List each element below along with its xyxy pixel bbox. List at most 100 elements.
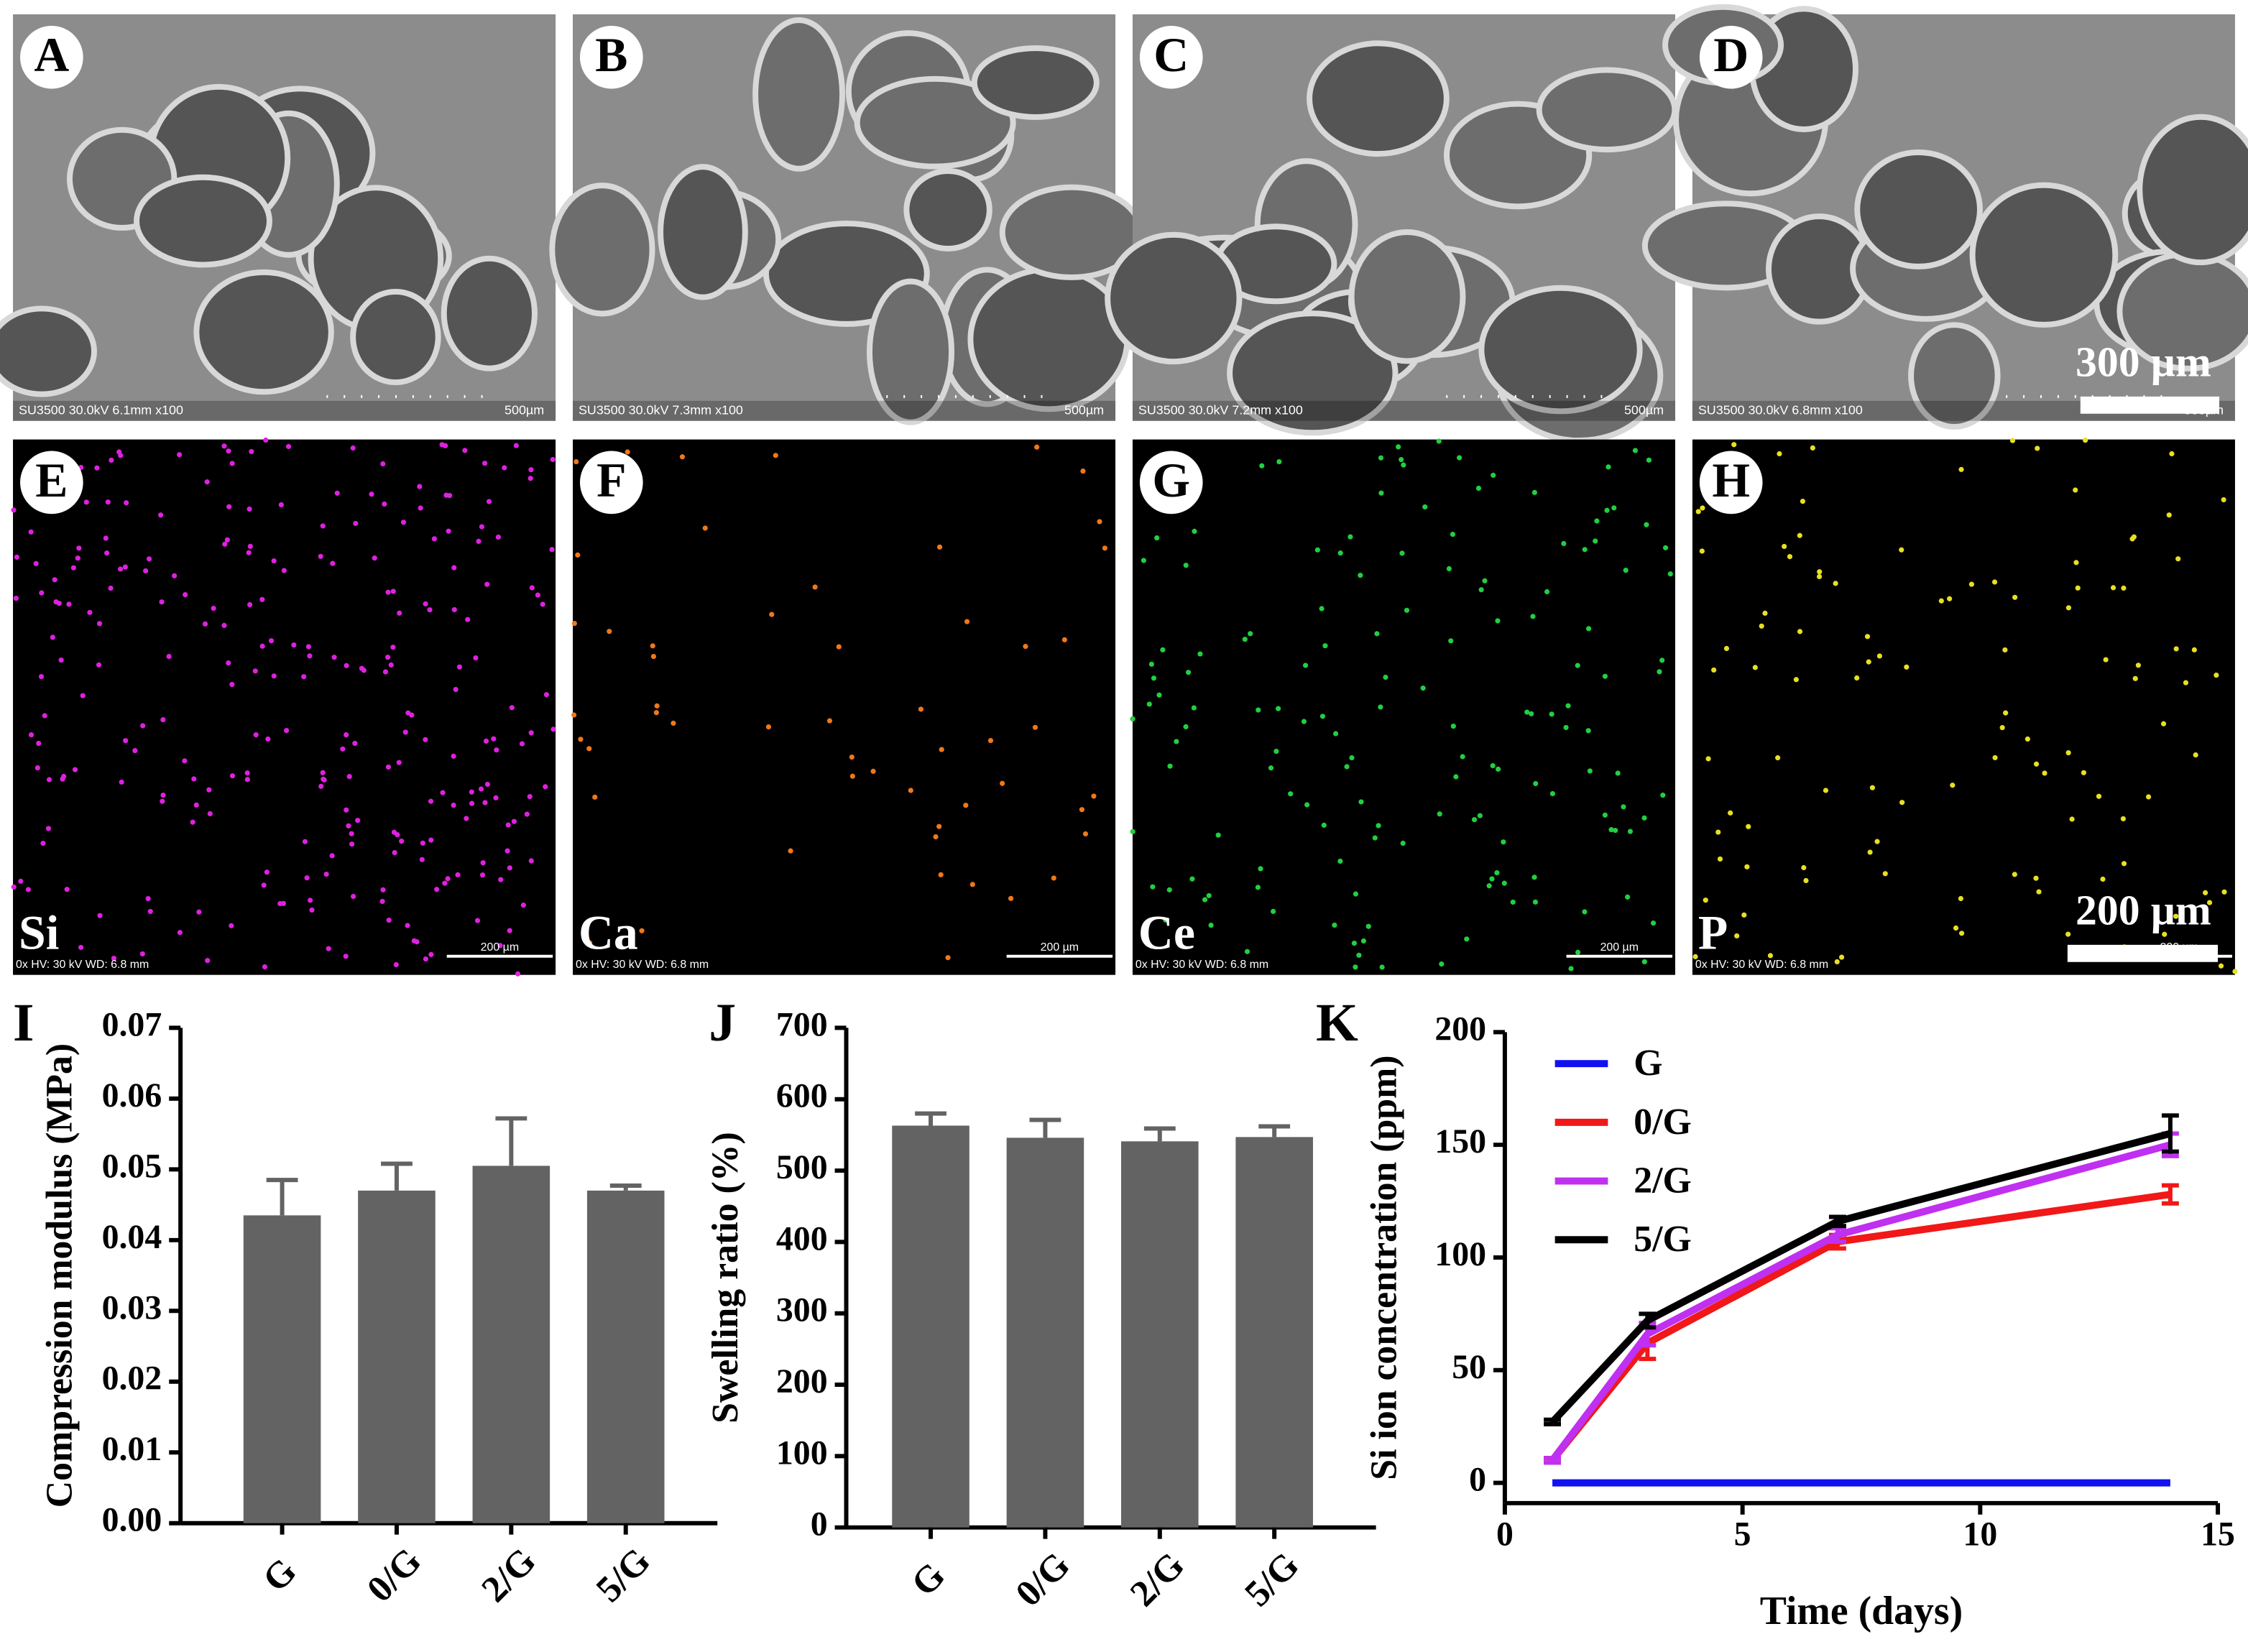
eds-dot — [172, 573, 178, 578]
eds-dot — [1565, 703, 1571, 709]
eds-dot — [2173, 646, 2179, 652]
eds-dot — [1400, 840, 1406, 846]
eds-dot — [301, 674, 307, 680]
eds-dot — [451, 565, 457, 571]
eds-dot — [453, 686, 459, 693]
eds-dot — [1437, 811, 1442, 817]
eds-dot — [1692, 954, 1698, 959]
eds-dot — [1353, 964, 1358, 970]
eds-map — [11, 437, 556, 977]
eds-dot — [507, 865, 512, 871]
eds-dot — [1399, 550, 1405, 556]
eds-dot — [1448, 638, 1454, 644]
eds-dot — [334, 490, 340, 496]
eds-dot — [1148, 661, 1154, 667]
eds-dot — [2132, 675, 2138, 681]
error-bar — [915, 1111, 946, 1126]
sem-pore — [854, 75, 1016, 170]
sem-pore — [1105, 231, 1243, 365]
eds-dot — [247, 506, 252, 512]
eds-dot — [284, 728, 290, 734]
panel-label: E — [35, 453, 68, 507]
eds-dot — [1154, 535, 1160, 541]
eds-dot — [2036, 889, 2042, 895]
eds-element: P — [1698, 905, 1728, 959]
eds-dot — [428, 837, 434, 843]
eds-dot — [1322, 643, 1328, 649]
eds-dot — [352, 740, 358, 747]
eds-dot — [1102, 545, 1107, 551]
x-tick-label: G — [903, 1555, 953, 1605]
x-tick-label: 5/G — [589, 1541, 658, 1610]
sem-pore — [866, 278, 955, 425]
eds-dot — [53, 599, 59, 605]
sem-pore — [967, 266, 1130, 412]
eds-dot — [469, 789, 474, 795]
panel-label: C — [1153, 28, 1189, 82]
eds-dot — [224, 537, 230, 543]
eds-dot — [302, 839, 308, 844]
eds-dot — [1587, 768, 1593, 774]
eds-dot — [1242, 637, 1248, 642]
y-tick-label: 0.03 — [102, 1288, 162, 1326]
eds-background — [1132, 439, 1675, 975]
eds-dot — [182, 758, 188, 764]
eds-dot — [1627, 829, 1634, 834]
eds-dot — [1337, 858, 1343, 864]
eds-dot — [936, 544, 943, 550]
eds-dot — [346, 774, 352, 780]
eds-dot — [1667, 571, 1673, 577]
eds-dot — [1775, 755, 1781, 761]
x-tick-label: 2/G — [1123, 1544, 1192, 1614]
eds-dot — [1632, 448, 1639, 453]
error-bar — [381, 1161, 413, 1191]
eds-dot — [1734, 933, 1740, 939]
eds-dot — [1959, 931, 1965, 936]
eds-dot — [2069, 816, 2075, 822]
x-tick-label: 2/G — [474, 1541, 543, 1610]
eds-dot — [1383, 674, 1388, 680]
eds-dot — [936, 823, 942, 829]
eds-dot — [390, 589, 396, 594]
eds-dot — [104, 550, 110, 556]
eds-dot — [1080, 469, 1086, 474]
eds-dot — [491, 736, 497, 742]
eds-dot — [78, 944, 84, 951]
eds-dot — [1319, 606, 1325, 612]
eds-dot — [1191, 705, 1197, 711]
eds-dot — [528, 858, 534, 864]
eds-dot — [83, 499, 89, 505]
eds-dot — [1797, 532, 1802, 538]
eds-dot — [505, 848, 510, 854]
eds-dot — [1532, 899, 1539, 905]
eds-dot — [1453, 774, 1459, 780]
eds-dot — [75, 555, 80, 561]
eds-dot — [2135, 663, 2141, 668]
eds-dot — [2003, 710, 2009, 716]
eds-dot — [2002, 647, 2008, 653]
eds-dot — [45, 826, 52, 831]
eds-dot — [1319, 714, 1326, 719]
eds-dot — [1344, 764, 1350, 770]
eds-dot — [320, 523, 326, 529]
eds-dot — [507, 928, 512, 933]
error-bar — [2161, 1183, 2179, 1206]
eds-dot — [2065, 749, 2071, 756]
eds-dot — [482, 800, 488, 806]
eds-dot — [1582, 909, 1588, 915]
eds-dot — [355, 818, 361, 823]
panel-label-badge — [579, 451, 643, 514]
eds-dot — [244, 777, 250, 783]
eds-dot — [1091, 793, 1097, 799]
eds-dot — [486, 499, 492, 504]
eds-dot — [96, 621, 103, 627]
eds-dot — [369, 492, 374, 497]
eds-dot — [1867, 849, 1873, 855]
eds-dot — [353, 520, 359, 527]
y-axis-title: Si ion concentration (ppm) — [1363, 1056, 1404, 1480]
y-tick-label: 100 — [776, 1434, 828, 1472]
eds-dot — [1255, 885, 1261, 890]
eds-background — [1692, 439, 2235, 975]
eds-dot — [938, 872, 944, 877]
error-bar — [266, 1178, 298, 1216]
